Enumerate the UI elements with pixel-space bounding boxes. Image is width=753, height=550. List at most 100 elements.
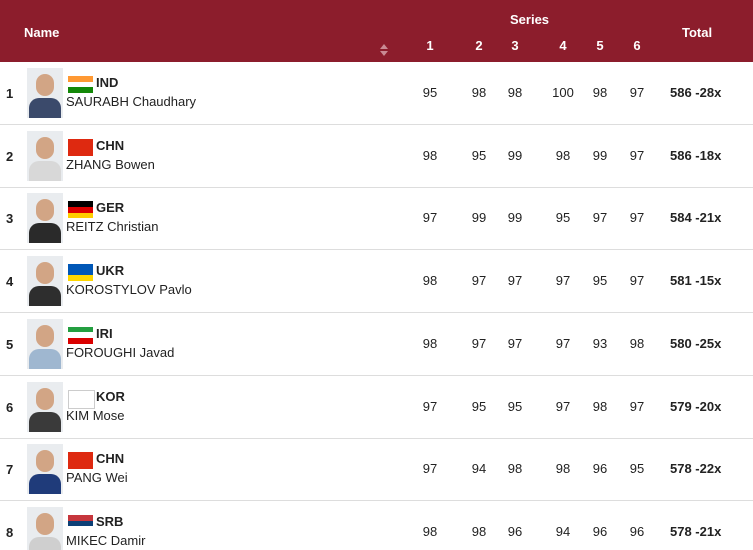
series-column-header: 1 [426,38,434,53]
athlete-photo [27,444,63,495]
country-flag [68,201,93,219]
total-score: 584 -21x [670,210,722,226]
total-score: 580 -25x [670,335,722,351]
athlete-photo [27,193,63,244]
athlete-name: FOROUGHI Javad [66,344,175,360]
athlete-photo [27,318,63,369]
athlete-name: KOROSTYLOV Pavlo [66,282,192,298]
series-score: 97 [629,398,645,414]
total-score: 578 -21x [670,523,722,539]
series-score: 95 [422,85,438,100]
country-flag [68,264,93,282]
result-row: 5 IRI FOROUGHI Javad 98 97 97 97 93 98 580 -25x [0,313,753,376]
athlete-photo [27,506,63,550]
result-row: 4 UKR KOROSTYLOV Pavlo 98 97 97 97 95 97 581 -15… [0,250,753,314]
series-score: 98 [422,335,438,351]
series-score: 94 [555,523,571,539]
rank: 1 [6,86,14,101]
series-score: 95 [471,398,487,414]
total-score: 578 -22x [670,461,722,477]
country-code: CHN [96,137,125,153]
series-score: 98 [592,398,608,414]
series-score: 94 [471,461,487,477]
result-row: 3 GER REITZ Christian 97 99 99 95 97 97 584 -21x [0,187,753,251]
series-score: 97 [629,210,645,226]
series-score: 100 [552,85,574,100]
sort-icon[interactable] [379,43,389,57]
series-score: 98 [422,523,438,539]
rank: 4 [6,274,14,290]
series-score: 98 [555,147,571,163]
series-score: 99 [592,147,608,163]
country-code: KOR [96,388,125,404]
total-score: 579 -20x [670,398,722,414]
country-code: UKR [96,263,125,279]
series-score: 95 [471,147,487,163]
series-score: 98 [629,335,645,351]
series-column-header: 5 [596,38,604,53]
series-score: 99 [507,210,523,226]
name-header[interactable]: Name [24,25,60,40]
country-flag [68,452,93,470]
series-score: 97 [629,85,645,100]
series-score: 95 [555,210,571,226]
country-code: SRB [96,513,124,529]
country-flag [68,326,93,344]
country-flag [68,138,93,156]
series-score: 96 [507,523,523,539]
total-score: 586 -18x [670,147,722,163]
athlete-name: MIKEC Damir [66,532,146,548]
series-score: 98 [507,461,523,477]
series-score: 96 [592,523,608,539]
series-score: 97 [555,273,571,289]
series-score: 99 [507,147,523,163]
series-score: 99 [471,210,487,226]
rank: 2 [6,148,14,164]
athlete-photo [27,381,63,432]
athlete-name: REITZ Christian [66,219,159,235]
country-code: CHN [96,451,125,467]
series-score: 97 [555,398,571,414]
athlete-photo [27,130,63,181]
series-score: 98 [592,85,608,100]
series-score: 98 [422,147,438,163]
series-score: 97 [471,335,487,351]
result-row: 6 KOR KIM Mose 97 95 95 97 98 97 579 -20x [0,376,753,439]
athlete-photo [27,256,63,307]
country-flag [68,76,93,93]
series-column-header: 3 [511,38,519,53]
country-flag [68,389,95,409]
series-score: 97 [507,335,523,351]
series-score: 95 [629,461,645,477]
series-score: 97 [422,210,438,226]
result-row: 7 CHN PANG Wei 97 94 98 98 96 95 578 -22x [0,438,753,502]
result-row: 1 IND SAURABH Chaudhary 95 98 98 100 98 97 586 -… [0,62,753,125]
series-score: 98 [471,523,487,539]
series-score: 96 [629,523,645,539]
series-score: 97 [422,461,438,477]
series-score: 97 [629,147,645,163]
rank: 5 [6,336,14,352]
result-row: 2 CHN ZHANG Bowen 98 95 99 98 99 97 586 -18x [0,125,753,188]
rank: 3 [6,211,14,227]
total-header[interactable]: Total [682,25,713,40]
athlete-photo [27,68,63,118]
rank: 8 [6,524,14,540]
total-score: 586 -28x [670,85,722,100]
athlete-name: KIM Mose [66,407,125,423]
athlete-name: PANG Wei [66,470,128,486]
rank: 7 [6,462,14,478]
series-score: 97 [422,398,438,414]
series-score: 97 [471,273,487,289]
athlete-name: SAURABH Chaudhary [66,94,197,109]
country-code: GER [96,200,125,216]
result-row: 8 SRB MIKEC Damir 98 98 96 94 96 96 578 -21x [0,501,753,550]
series-score: 98 [471,85,487,100]
series-score: 96 [592,461,608,477]
series-score: 97 [592,210,608,226]
series-score: 97 [629,273,645,289]
total-score: 581 -15x [670,273,722,289]
series-score: 97 [555,335,571,351]
series-score: 95 [507,398,523,414]
